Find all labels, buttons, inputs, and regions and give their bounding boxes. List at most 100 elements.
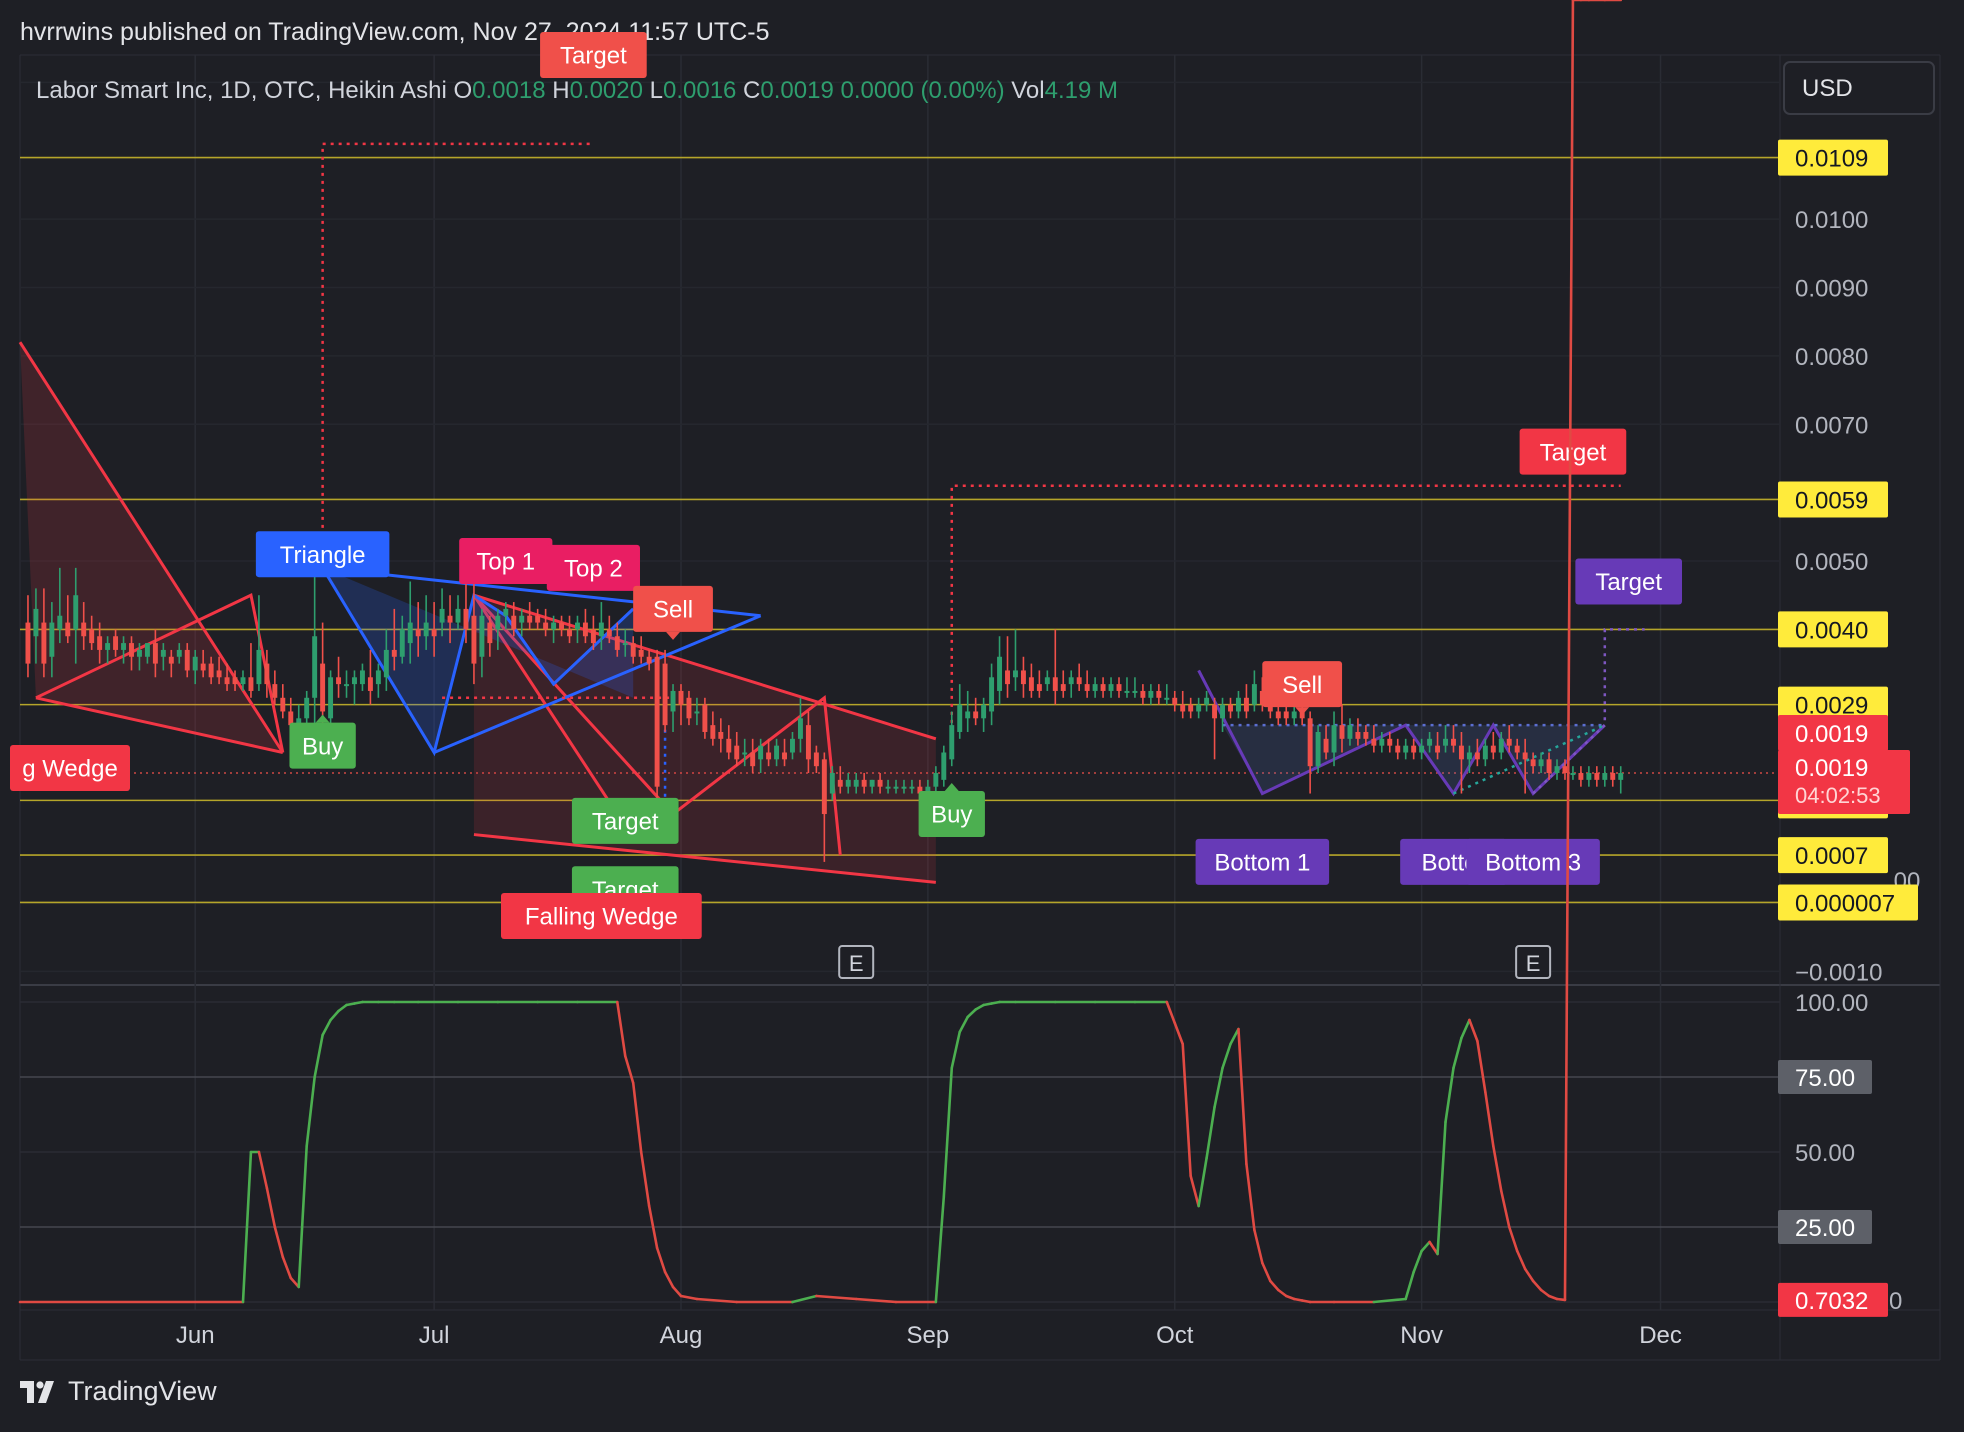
candle[interactable] <box>869 779 875 794</box>
label-target-11[interactable]: Target <box>1575 558 1683 605</box>
osc-last-value-tag[interactable]: 0.7032 <box>1778 1282 1888 1317</box>
label-wedge-left[interactable]: g Wedge <box>10 745 130 791</box>
candle[interactable] <box>367 649 373 705</box>
candle[interactable] <box>136 643 142 671</box>
candle[interactable] <box>471 581 477 685</box>
candle[interactable] <box>551 615 557 644</box>
candle[interactable] <box>383 629 389 691</box>
candle[interactable] <box>216 656 222 685</box>
candle[interactable] <box>1148 684 1154 705</box>
candle[interactable] <box>1100 677 1106 698</box>
candle[interactable] <box>224 663 230 691</box>
candle[interactable] <box>702 697 708 739</box>
candle[interactable] <box>1403 738 1409 760</box>
candle[interactable] <box>121 636 126 664</box>
candle[interactable] <box>1586 766 1592 787</box>
candle[interactable] <box>606 615 612 644</box>
candle[interactable] <box>1084 670 1090 698</box>
candle[interactable] <box>758 738 764 774</box>
label-target-6[interactable]: Target <box>571 797 679 844</box>
level-tag-0[interactable]: 0.0109 <box>1778 139 1888 176</box>
candle[interactable] <box>33 588 39 664</box>
candle[interactable] <box>168 649 174 678</box>
candle[interactable] <box>885 779 891 794</box>
candle[interactable] <box>829 766 835 801</box>
candle[interactable] <box>328 670 334 726</box>
candle[interactable] <box>352 670 357 705</box>
candle[interactable] <box>1028 663 1034 698</box>
candle[interactable] <box>782 738 787 767</box>
label-sell-10[interactable]: Sell <box>1262 661 1343 716</box>
candle[interactable] <box>1291 704 1297 726</box>
candle[interactable] <box>654 649 660 815</box>
candle[interactable] <box>1530 752 1536 774</box>
candle[interactable] <box>232 670 238 691</box>
candle[interactable] <box>726 725 732 760</box>
candle[interactable] <box>1251 670 1257 712</box>
candle[interactable] <box>439 588 445 637</box>
level-tag-6[interactable]: 0.000007 <box>1778 884 1918 921</box>
candle[interactable] <box>646 649 652 671</box>
candle[interactable] <box>1554 759 1560 780</box>
candle[interactable] <box>997 636 1003 705</box>
candle[interactable] <box>431 602 437 657</box>
candle[interactable] <box>113 629 119 657</box>
candle[interactable] <box>1355 718 1361 746</box>
candle[interactable] <box>1490 731 1496 760</box>
candle[interactable] <box>535 608 541 630</box>
candle[interactable] <box>790 731 795 760</box>
candle[interactable] <box>1466 745 1472 774</box>
candle[interactable] <box>718 718 724 753</box>
candle[interactable] <box>192 649 198 685</box>
candle[interactable] <box>1458 731 1464 794</box>
candle[interactable] <box>598 602 604 650</box>
candle[interactable] <box>1044 670 1050 691</box>
candle[interactable] <box>821 752 827 862</box>
candle[interactable] <box>1451 725 1456 753</box>
candle[interactable] <box>837 766 843 794</box>
wedge-1-lower[interactable] <box>35 696 284 754</box>
candle[interactable] <box>25 595 31 678</box>
candle[interactable] <box>49 602 55 678</box>
candle[interactable] <box>734 731 740 767</box>
candle[interactable] <box>1331 711 1337 767</box>
candle[interactable] <box>1204 690 1210 712</box>
candle[interactable] <box>1005 636 1010 698</box>
currency-button[interactable]: USD <box>1783 61 1935 115</box>
label-target-0[interactable]: Target <box>540 32 647 78</box>
candle[interactable] <box>200 649 206 678</box>
candle[interactable] <box>1220 697 1226 732</box>
label-buy-8[interactable]: Buy <box>918 783 985 838</box>
candle[interactable] <box>614 622 620 657</box>
candle[interactable] <box>957 684 963 739</box>
candle[interactable] <box>567 615 572 644</box>
candle[interactable] <box>1068 670 1074 698</box>
candle[interactable] <box>1498 731 1504 760</box>
candle[interactable] <box>981 697 987 732</box>
earnings-marker[interactable]: E <box>838 945 875 979</box>
candle[interactable] <box>678 684 684 726</box>
triangle-lower[interactable] <box>433 614 762 754</box>
candle[interactable] <box>1514 738 1520 760</box>
label-falling-wedge[interactable]: Falling Wedge <box>500 893 702 939</box>
candle[interactable] <box>774 738 780 767</box>
candle[interactable] <box>1379 731 1385 753</box>
candle[interactable] <box>129 636 134 671</box>
candle[interactable] <box>1594 766 1600 787</box>
candle[interactable] <box>853 773 859 794</box>
price-tag-last[interactable]: 0.0019 <box>1778 715 1888 751</box>
candle[interactable] <box>1602 766 1608 787</box>
candle[interactable] <box>415 602 421 657</box>
candle[interactable] <box>81 602 87 650</box>
candle[interactable] <box>240 670 246 691</box>
candle[interactable] <box>630 636 636 664</box>
candle[interactable] <box>543 608 549 637</box>
candle[interactable] <box>1092 677 1098 698</box>
candle[interactable] <box>1323 725 1329 760</box>
candle[interactable] <box>1339 704 1345 753</box>
candle[interactable] <box>1060 670 1066 698</box>
candle[interactable] <box>582 608 588 644</box>
candle[interactable] <box>1283 704 1289 726</box>
candle[interactable] <box>989 663 995 726</box>
